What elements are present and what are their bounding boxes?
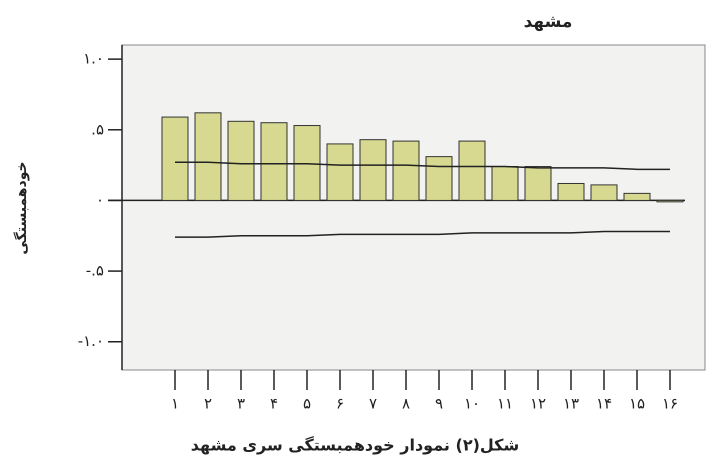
bar [392, 140, 420, 201]
chart-title: مشهد [524, 12, 573, 32]
x-tick-label: ۷ [369, 395, 377, 413]
x-tick-label: ۱۲ [530, 395, 546, 413]
bar [557, 182, 585, 201]
y-tick-label: -.۵ [86, 262, 104, 280]
bar [623, 192, 651, 201]
x-tick-label: ۴ [270, 395, 278, 413]
bar [425, 156, 453, 201]
x-tick-label: ۱۰ [464, 395, 480, 413]
x-tick-label: ۱۳ [563, 395, 579, 413]
caption: شکل(۲) نمودار خودهمبستگی سری مشهد [191, 436, 519, 455]
x-tick-label: ۱۱ [497, 395, 513, 413]
x-tick-label: ۱۶ [662, 395, 678, 413]
y-tick-label: ۰ [96, 191, 104, 209]
y-axis-label: خودهمبستگی [13, 161, 30, 254]
plot-area [121, 44, 706, 371]
x-tick-label: ۳ [237, 395, 245, 413]
y-tick-label: ۱.۰ [83, 50, 104, 68]
x-tick-label: ۱ [171, 395, 179, 413]
bar [458, 140, 486, 201]
bar [260, 122, 288, 201]
bar [227, 120, 255, 201]
bar [326, 143, 354, 201]
bar [161, 116, 189, 201]
x-tick-label: ۶ [336, 395, 344, 413]
x-tick-label: ۹ [435, 395, 443, 413]
x-tick-label: ۵ [303, 395, 311, 413]
confidence-limit [175, 161, 670, 171]
bar [590, 184, 618, 201]
y-tick-label: -۱.۰ [78, 332, 104, 350]
bar [524, 166, 552, 201]
bar [359, 139, 387, 201]
bar [194, 112, 222, 201]
x-tick-label: ۸ [402, 395, 410, 413]
bar [491, 166, 519, 201]
y-tick-label: .۵ [91, 120, 104, 138]
bar [656, 199, 684, 203]
x-tick-label: ۲ [204, 395, 212, 413]
x-tick-label: ۱۴ [596, 395, 612, 413]
x-tick-label: ۱۵ [629, 395, 645, 413]
confidence-limit [175, 230, 670, 238]
